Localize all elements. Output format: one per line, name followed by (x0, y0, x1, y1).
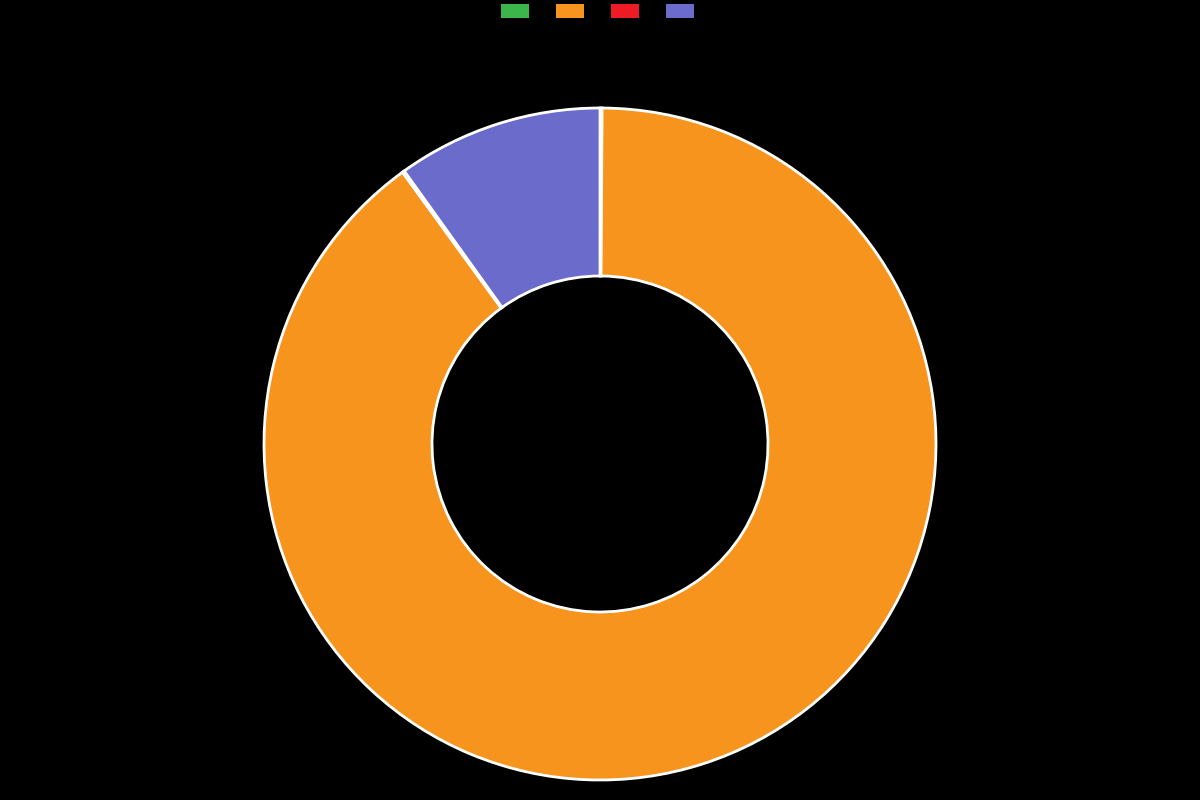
Wedge shape (402, 171, 502, 308)
Legend: , , , : , , , (496, 0, 704, 26)
Wedge shape (264, 108, 936, 780)
Wedge shape (404, 108, 600, 307)
Wedge shape (600, 108, 602, 276)
